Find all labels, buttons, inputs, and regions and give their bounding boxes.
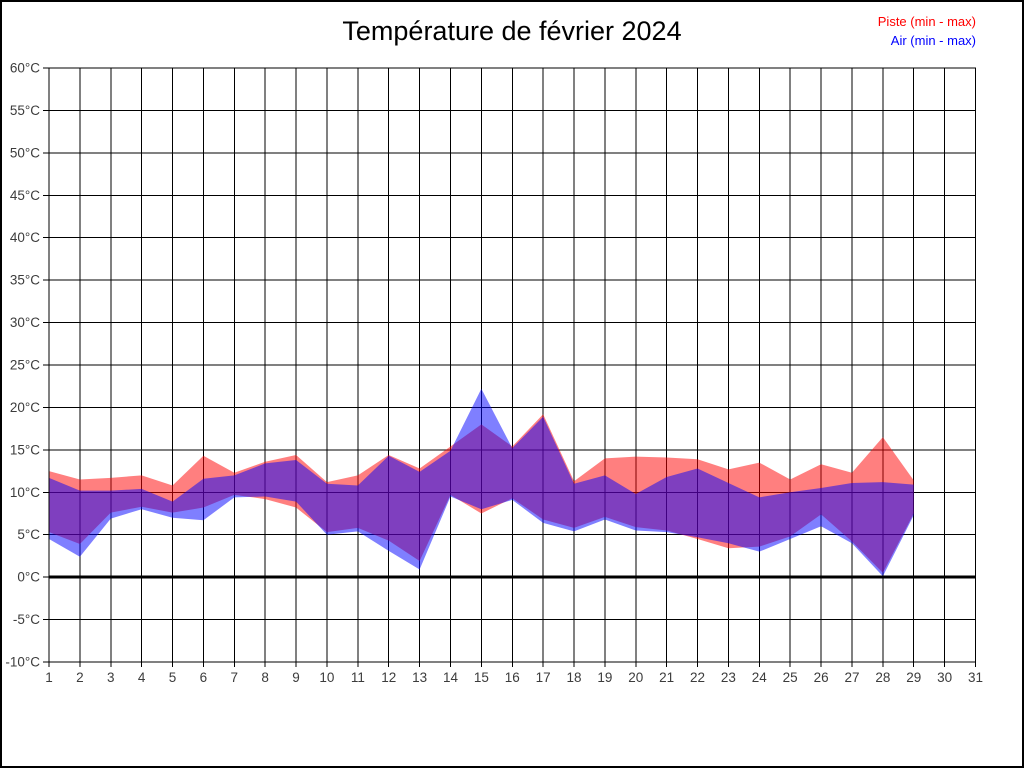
x-tick-label: 9 [292, 670, 300, 685]
x-tick-label: 11 [351, 670, 365, 685]
x-tick-label: 8 [261, 670, 269, 685]
x-tick-label: 2 [76, 670, 84, 685]
x-tick-label: 3 [107, 670, 115, 685]
x-tick-label: 1 [45, 670, 53, 685]
x-tick-label: 16 [505, 670, 520, 685]
y-tick-label: 60°C [10, 61, 40, 76]
x-tick-label: 20 [628, 670, 643, 685]
y-tick-label: 30°C [10, 315, 40, 330]
x-tick-label: 23 [721, 670, 736, 685]
grid [48, 67, 976, 663]
y-tick-label: 20°C [10, 400, 40, 415]
y-tick-label: 55°C [10, 103, 40, 118]
x-tick-label: 17 [536, 670, 551, 685]
x-tick-label: 29 [906, 670, 921, 685]
x-tick-label: 26 [814, 670, 829, 685]
y-tick-label: -5°C [13, 612, 40, 627]
x-tick-label: 30 [937, 670, 952, 685]
legend: Piste (min - max) Air (min - max) [878, 12, 976, 50]
y-tick-label: 25°C [10, 358, 40, 373]
x-tick-label: 21 [659, 670, 674, 685]
y-tick-label: 40°C [10, 230, 40, 245]
x-tick-label: 5 [169, 670, 177, 685]
y-tick-label: 0°C [17, 570, 40, 585]
y-axis-labels: 60°C 55°C 50°C 45°C 40°C 35°C 30°C 25°C 20°C 15°C… [5, 61, 40, 670]
x-tick-label: 15 [474, 670, 489, 685]
x-tick-label: 6 [200, 670, 208, 685]
y-tick-label: -10°C [5, 655, 40, 670]
x-tick-label: 13 [412, 670, 427, 685]
x-tick-label: 10 [319, 670, 334, 685]
x-tick-label: 14 [443, 670, 459, 685]
y-tick-label: 5°C [17, 527, 40, 542]
air-band [49, 388, 914, 577]
chart-title: Température de février 2024 [342, 16, 682, 46]
y-tick-label: 45°C [10, 188, 40, 203]
y-tick-label: 10°C [10, 485, 40, 500]
x-axis-labels: 1 2 3 4 5 6 7 8 9 10 11 12 13 14 15 16 17 18 19 20 21 22 23 24 2… [45, 670, 983, 685]
axis-ticks [43, 67, 976, 667]
x-tick-label: 12 [381, 670, 396, 685]
x-tick-label: 22 [690, 670, 705, 685]
x-tick-label: 4 [138, 670, 146, 685]
x-tick-label: 25 [783, 670, 798, 685]
y-tick-label: 50°C [10, 145, 40, 160]
legend-piste-label: Piste (min - max) [877, 14, 976, 29]
x-tick-label: 28 [875, 670, 890, 685]
x-tick-label: 31 [968, 670, 983, 685]
x-tick-label: 19 [597, 670, 612, 685]
x-tick-label: 24 [752, 670, 768, 685]
y-tick-label: 35°C [10, 273, 40, 288]
legend-air-label: Air (min - max) [890, 33, 976, 48]
y-tick-label: 15°C [10, 442, 40, 457]
x-tick-label: 18 [567, 670, 582, 685]
x-tick-label: 27 [844, 670, 859, 685]
x-tick-label: 7 [231, 670, 239, 685]
